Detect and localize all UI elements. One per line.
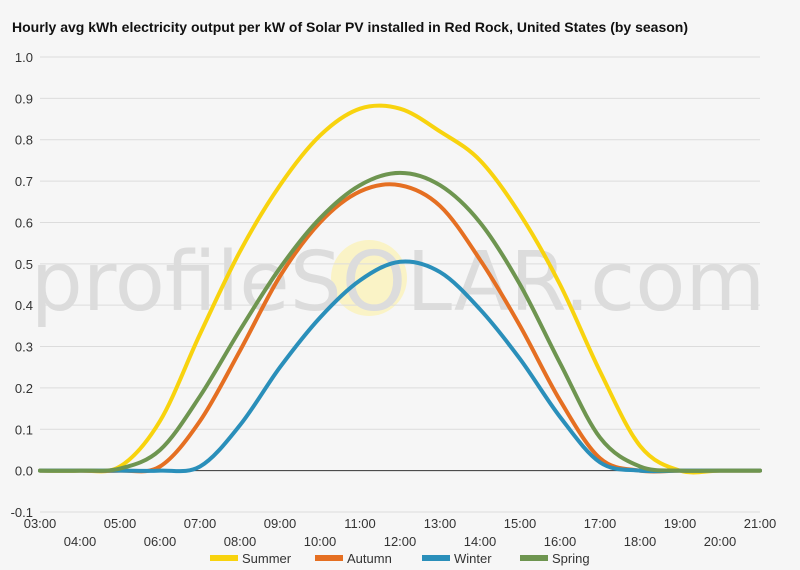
x-tick-label: 09:00 xyxy=(264,516,297,531)
x-tick-label: 21:00 xyxy=(744,516,777,531)
y-tick-label: -0.1 xyxy=(11,505,33,520)
x-tick-label: 03:00 xyxy=(24,516,57,531)
y-tick-label: 0.2 xyxy=(15,381,33,396)
series-line-summer xyxy=(38,103,762,475)
x-tick-label: 14:00 xyxy=(464,534,497,549)
legend-label: Summer xyxy=(242,551,292,566)
chart-title: Hourly avg kWh electricity output per kW… xyxy=(12,19,689,35)
x-tick-label: 17:00 xyxy=(584,516,617,531)
y-tick-label: 1.0 xyxy=(15,50,33,65)
y-tick-label: 0.1 xyxy=(15,422,33,437)
y-tick-label: 0.8 xyxy=(15,133,33,148)
x-tick-label: 06:00 xyxy=(144,534,177,549)
watermark-text: profileSOLAR.com xyxy=(31,235,766,330)
legend: Summer Autumn Winter Spring xyxy=(210,551,590,566)
y-axis: -0.1 0.0 0.1 0.2 0.3 0.4 0.5 0.6 0.7 0.8 0.9 1.0 xyxy=(11,50,33,520)
y-tick-label: 0.0 xyxy=(15,464,33,479)
y-tick-label: 0.4 xyxy=(15,298,33,313)
x-tick-label: 13:00 xyxy=(424,516,457,531)
x-axis: 03:00 04:00 05:00 06:00 07:00 08:00 09:00 10:00… xyxy=(24,516,777,549)
x-tick-label: 19:00 xyxy=(664,516,697,531)
x-tick-label: 10:00 xyxy=(304,534,337,549)
legend-label: Spring xyxy=(552,551,590,566)
y-tick-label: 0.5 xyxy=(15,257,33,272)
watermark: profileSOLAR.com xyxy=(31,235,766,330)
x-tick-label: 11:00 xyxy=(344,516,376,531)
series-line-winter xyxy=(38,259,762,474)
x-tick-label: 18:00 xyxy=(624,534,657,549)
legend-item-summer: Summer xyxy=(210,551,292,566)
x-tick-label: 16:00 xyxy=(544,534,577,549)
y-tick-label: 0.9 xyxy=(15,91,33,106)
x-tick-label: 07:00 xyxy=(184,516,217,531)
y-tick-label: 0.3 xyxy=(15,340,33,355)
x-tick-label: 12:00 xyxy=(384,534,417,549)
series-line-spring xyxy=(38,170,762,473)
y-tick-label: 0.7 xyxy=(15,174,33,189)
legend-label: Autumn xyxy=(347,551,392,566)
legend-swatch xyxy=(520,555,548,561)
legend-swatch xyxy=(210,555,238,561)
x-tick-label: 04:00 xyxy=(64,534,97,549)
x-tick-label: 20:00 xyxy=(704,534,737,549)
watermark-sun-icon xyxy=(331,240,407,316)
legend-swatch xyxy=(422,555,450,561)
legend-item-autumn: Autumn xyxy=(315,551,392,566)
legend-label: Winter xyxy=(454,551,492,566)
legend-item-spring: Spring xyxy=(520,551,590,566)
y-tick-label: 0.6 xyxy=(15,215,33,230)
x-tick-label: 15:00 xyxy=(504,516,537,531)
series-lines xyxy=(38,103,762,475)
legend-swatch xyxy=(315,555,343,561)
x-tick-label: 08:00 xyxy=(224,534,257,549)
x-tick-label: 05:00 xyxy=(104,516,137,531)
legend-item-winter: Winter xyxy=(422,551,492,566)
